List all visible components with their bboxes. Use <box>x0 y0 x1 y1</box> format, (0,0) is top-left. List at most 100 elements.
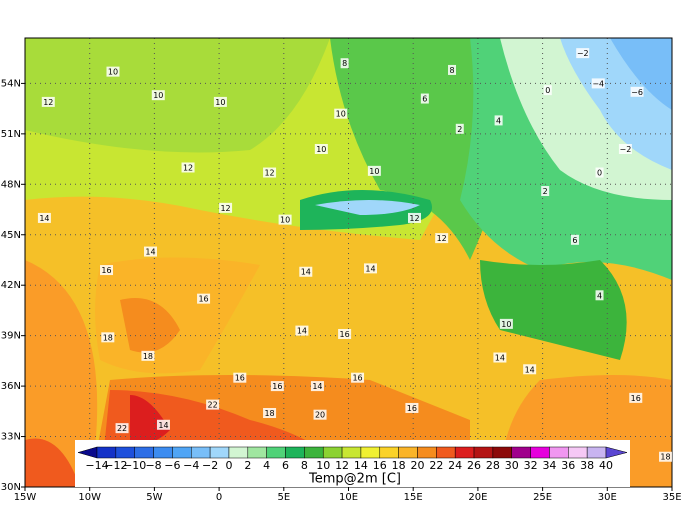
contour-label: 10 <box>108 68 118 77</box>
contour-label: 16 <box>407 404 417 413</box>
contour-label-box <box>181 162 195 173</box>
colorbar-segment <box>417 446 437 459</box>
contour-label: 20 <box>315 411 325 420</box>
colorbar-segment <box>454 446 475 459</box>
contour-label-box <box>570 234 579 245</box>
colorbar-tick-label: 30 <box>505 459 519 472</box>
contour-labels: 12 14 10 10 10 10 10 10 12 12 12 10 14 14 12 12 14 16 16 14… <box>37 48 673 462</box>
y-tick-label: 36N <box>1 381 21 392</box>
contour-label: 14 <box>312 382 322 391</box>
contour-label: 4 <box>496 116 501 125</box>
colorbar-segment <box>153 446 173 459</box>
axes: 15W 10W 5W 0 5E 10E 15E 20E 25E 30E 35E 30N 33N 36N 39… <box>1 78 682 503</box>
contour-label-box <box>295 325 309 336</box>
contour-label: 12 <box>409 214 419 223</box>
contour-label-box <box>543 85 552 96</box>
contour-label: 16 <box>235 374 245 383</box>
y-tick-label: 54N <box>1 78 21 89</box>
colorbar: −14−12−10 −8 −6 −4 −2 0 2 4 6 8 10 12 14 16 18 20 22 24 26… <box>77 446 628 472</box>
x-tick-label: 10E <box>339 492 358 503</box>
contour-label: 18 <box>143 352 153 361</box>
x-tick-label: 35E <box>662 492 681 503</box>
contour-label-box <box>629 392 643 403</box>
contour-label: −2 <box>620 145 632 154</box>
colorbar-segment <box>266 446 286 459</box>
colorbar-tick-label: 24 <box>448 459 462 472</box>
contour-label: 2 <box>457 125 462 134</box>
colorbar-segment <box>304 446 324 459</box>
contour-label: 18 <box>103 333 113 342</box>
contour-label-box <box>156 419 170 430</box>
y-tick-label: 39N <box>1 331 21 342</box>
contour-label: 10 <box>369 167 379 176</box>
colorbar-tick-label: 2 <box>244 459 251 472</box>
contour-label: 8 <box>342 59 347 68</box>
colorbar-tick-label: 32 <box>524 459 538 472</box>
contour-label-box <box>493 352 507 363</box>
contour-label: 8 <box>449 66 454 75</box>
contour-label-box <box>595 290 604 301</box>
contour-label: 12 <box>43 98 53 107</box>
contour-label: 2 <box>543 187 548 196</box>
contour-label-box <box>313 409 327 420</box>
contour-label: 16 <box>272 382 282 391</box>
contour-label-box <box>141 350 155 361</box>
contour-label-box <box>338 328 352 339</box>
colorbar-segment <box>115 446 135 459</box>
contour-label-box <box>278 214 292 225</box>
x-tick-label: 15W <box>14 492 37 503</box>
field <box>610 38 672 110</box>
y-tick-label: 48N <box>1 179 21 190</box>
colorbar-segment <box>322 446 343 459</box>
africa <box>130 395 170 444</box>
contour-label: 12 <box>183 163 193 172</box>
contour-label-box <box>435 233 449 244</box>
contour-label: 10 <box>280 216 290 225</box>
x-tick-label: 5W <box>146 492 162 503</box>
colorbar-tick-label: 14 <box>354 459 368 472</box>
colorbar-tick-label: 36 <box>561 459 575 472</box>
contour-label: 16 <box>198 295 208 304</box>
x-tick-label: 25E <box>533 492 552 503</box>
contour-label-box <box>363 263 377 274</box>
field <box>25 38 330 153</box>
contour-label-box <box>106 66 120 77</box>
contour-label-box <box>263 408 277 419</box>
contour-label: −2 <box>577 49 589 58</box>
contour-label-box <box>206 399 220 410</box>
colorbar-tick-label: 18 <box>392 459 406 472</box>
contour-label: 14 <box>145 248 155 257</box>
colorbar-tick-label: −8 <box>145 459 161 472</box>
colorbar-segment <box>511 446 531 459</box>
contour-label-box <box>115 423 129 434</box>
contour-label: 10 <box>215 98 225 107</box>
contour-label-box <box>334 108 348 119</box>
colorbar-tick-label: 26 <box>467 459 481 472</box>
colorbar-segment <box>172 446 192 459</box>
x-tick-label: 0 <box>216 492 222 503</box>
contour-label-box <box>37 212 51 223</box>
colorbar-tick-label: 8 <box>301 459 308 472</box>
x-tick-label: 15E <box>404 492 423 503</box>
contour-label-box <box>405 402 419 413</box>
contour-label-box <box>340 58 349 69</box>
colorbar-tick-label: 12 <box>335 459 349 472</box>
contour-label-box <box>151 90 165 101</box>
contour-label-box <box>101 332 115 343</box>
y-tick-label: 51N <box>1 129 21 140</box>
colorbar-segment <box>247 446 267 459</box>
colorbar-tick-label: −14 <box>85 459 108 472</box>
contour-label: 18 <box>660 453 670 462</box>
contour-label-box <box>630 86 644 97</box>
contour-label-box <box>595 167 604 178</box>
contour-label-box <box>41 96 55 107</box>
contour-label-box <box>314 143 328 154</box>
colorbar-segment <box>492 446 512 459</box>
colorbar-tick-label: 4 <box>263 459 270 472</box>
contour-label: 14 <box>39 214 49 223</box>
contour-label: 10 <box>153 91 163 100</box>
colorbar-tick-label: 38 <box>580 459 594 472</box>
contour-label: 6 <box>422 95 427 104</box>
colorbar-tick-label: 20 <box>410 459 424 472</box>
contour-label-box <box>576 48 590 59</box>
